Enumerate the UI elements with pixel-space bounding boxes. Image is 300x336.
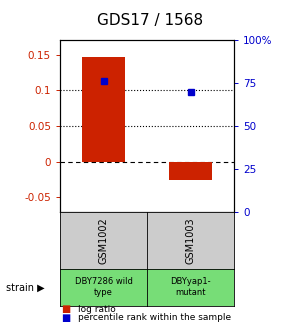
Text: DBYyap1-
mutant: DBYyap1- mutant <box>170 277 211 297</box>
Text: GSM1003: GSM1003 <box>185 217 196 263</box>
Text: GDS17 / 1568: GDS17 / 1568 <box>97 13 203 29</box>
Bar <box>169 162 212 179</box>
Text: log ratio: log ratio <box>78 305 116 313</box>
Text: GSM1002: GSM1002 <box>98 217 109 264</box>
Text: ■: ■ <box>61 304 70 314</box>
Text: ■: ■ <box>61 312 70 323</box>
Bar <box>82 57 125 162</box>
Text: strain ▶: strain ▶ <box>6 282 45 292</box>
Text: percentile rank within the sample: percentile rank within the sample <box>78 313 231 322</box>
Text: DBY7286 wild
type: DBY7286 wild type <box>75 277 132 297</box>
